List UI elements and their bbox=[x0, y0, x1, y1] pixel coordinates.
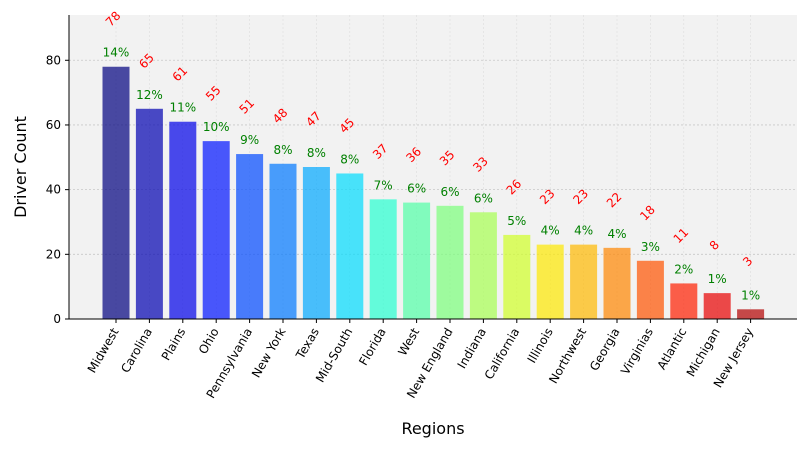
bars bbox=[102, 66, 765, 319]
x-tick-label: New York bbox=[249, 325, 289, 380]
percent-label: 6% bbox=[474, 191, 493, 205]
x-tick-label: Ohio bbox=[196, 326, 222, 357]
bar bbox=[737, 309, 765, 319]
bar bbox=[369, 199, 397, 319]
bar bbox=[636, 260, 664, 319]
percent-label: 4% bbox=[541, 224, 560, 238]
percent-label: 12% bbox=[136, 88, 163, 102]
bar bbox=[603, 247, 631, 319]
x-axis-title: Regions bbox=[401, 419, 464, 438]
percent-label: 14% bbox=[103, 46, 130, 60]
bar bbox=[302, 167, 330, 319]
percent-label: 9% bbox=[240, 133, 259, 147]
y-tick-label: 0 bbox=[53, 312, 61, 326]
percent-label: 8% bbox=[340, 152, 359, 166]
percent-label: 6% bbox=[407, 182, 426, 196]
x-tick-label: Plains bbox=[159, 326, 189, 363]
bar bbox=[469, 212, 497, 319]
bar bbox=[202, 141, 230, 319]
x-tick-label: Florida bbox=[356, 326, 389, 368]
y-tick-label: 80 bbox=[46, 53, 61, 67]
percent-label: 10% bbox=[203, 120, 230, 134]
bar bbox=[236, 154, 264, 319]
x-tick-label: Atlantic bbox=[654, 326, 689, 373]
percent-label: 11% bbox=[169, 101, 196, 115]
percent-label: 8% bbox=[273, 143, 292, 157]
percent-label: 3% bbox=[641, 240, 660, 254]
bar bbox=[102, 66, 130, 319]
bar bbox=[169, 121, 197, 319]
y-axis-title: Driver Count bbox=[11, 116, 30, 218]
y-tick-label: 40 bbox=[46, 183, 61, 197]
x-tick-label: Carolina bbox=[118, 326, 155, 376]
y-tick-label: 20 bbox=[46, 247, 61, 261]
bar bbox=[536, 244, 564, 319]
bar bbox=[436, 205, 464, 319]
bar bbox=[269, 163, 297, 319]
x-tick-label: Georgia bbox=[587, 326, 623, 374]
bar bbox=[403, 202, 431, 319]
percent-label: 4% bbox=[574, 224, 593, 238]
percent-label: 7% bbox=[374, 178, 393, 192]
bar bbox=[570, 244, 598, 319]
percent-label: 2% bbox=[674, 262, 693, 276]
percent-label: 1% bbox=[708, 272, 727, 286]
bar bbox=[503, 234, 531, 319]
percent-label: 5% bbox=[507, 214, 526, 228]
y-tick-label: 60 bbox=[46, 118, 61, 132]
bar bbox=[670, 283, 698, 319]
x-tick-label: Midwest bbox=[85, 325, 122, 375]
bar bbox=[703, 293, 731, 319]
percent-label: 4% bbox=[607, 227, 626, 241]
bar bbox=[135, 108, 163, 319]
percent-label: 6% bbox=[440, 185, 459, 199]
x-tick-label: Illinois bbox=[525, 326, 556, 366]
bar bbox=[336, 173, 364, 319]
x-tick-label: Virginias bbox=[618, 326, 656, 378]
percent-label: 8% bbox=[307, 146, 326, 160]
x-tick-label: West bbox=[395, 325, 422, 358]
x-tick-label: Indiana bbox=[455, 326, 489, 371]
percent-label: 1% bbox=[741, 288, 760, 302]
x-tick-label: Texas bbox=[293, 326, 322, 363]
